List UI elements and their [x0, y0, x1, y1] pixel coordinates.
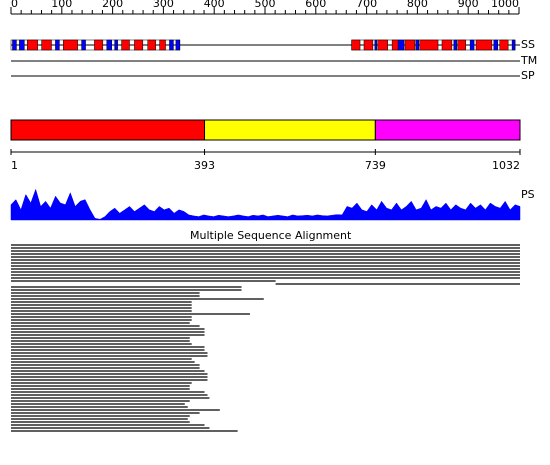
domain [204, 119, 376, 141]
ruler-label: 400 [204, 0, 225, 10]
strand [397, 39, 405, 51]
strand [12, 39, 17, 51]
helix [404, 39, 416, 51]
helix [63, 39, 78, 51]
helix [441, 39, 453, 51]
ruler-label: 200 [102, 0, 123, 10]
ruler-label: 100 [51, 0, 72, 10]
helix [147, 39, 156, 51]
helix [377, 39, 388, 51]
ruler-label: 600 [305, 0, 326, 10]
strand [106, 39, 112, 51]
helix [499, 39, 509, 51]
helix [134, 39, 144, 51]
helix [121, 39, 130, 51]
strand [453, 39, 458, 51]
strand [175, 39, 181, 51]
helix [351, 39, 361, 51]
ps-label: PS [521, 188, 535, 201]
ruler-label: 800 [407, 0, 428, 10]
strand [169, 39, 174, 51]
sp-label: SP [521, 69, 535, 82]
ruler-label: 1000 [491, 0, 519, 10]
helix [475, 39, 493, 51]
helix [363, 39, 374, 51]
helix [391, 39, 399, 51]
helix [27, 39, 38, 51]
ruler-label: 0 [11, 0, 18, 10]
domain-label: 1 [11, 159, 18, 172]
strand [114, 39, 118, 51]
domain-label: 1032 [492, 159, 520, 172]
domain [10, 119, 206, 141]
strand [469, 39, 475, 51]
helix [159, 39, 166, 51]
ps-profile [10, 188, 521, 221]
msa-title: Multiple Sequence Alignment [190, 229, 352, 242]
strand [55, 39, 60, 51]
ruler-label: 300 [153, 0, 174, 10]
ruler-label: 700 [356, 0, 377, 10]
helix [419, 39, 439, 51]
strand [511, 39, 516, 51]
helix [457, 39, 466, 51]
ss-label: SS [521, 38, 535, 51]
helix [41, 39, 52, 51]
strand [81, 39, 86, 51]
strand [415, 39, 420, 51]
helix [94, 39, 104, 51]
tm-label: TM [520, 54, 537, 67]
domain-label: 393 [194, 159, 215, 172]
ruler-label: 500 [255, 0, 276, 10]
strand [493, 39, 499, 51]
ruler-label: 900 [458, 0, 479, 10]
strand [19, 39, 25, 51]
domain [374, 119, 521, 141]
strand [374, 39, 378, 51]
domain-label: 739 [365, 159, 386, 172]
